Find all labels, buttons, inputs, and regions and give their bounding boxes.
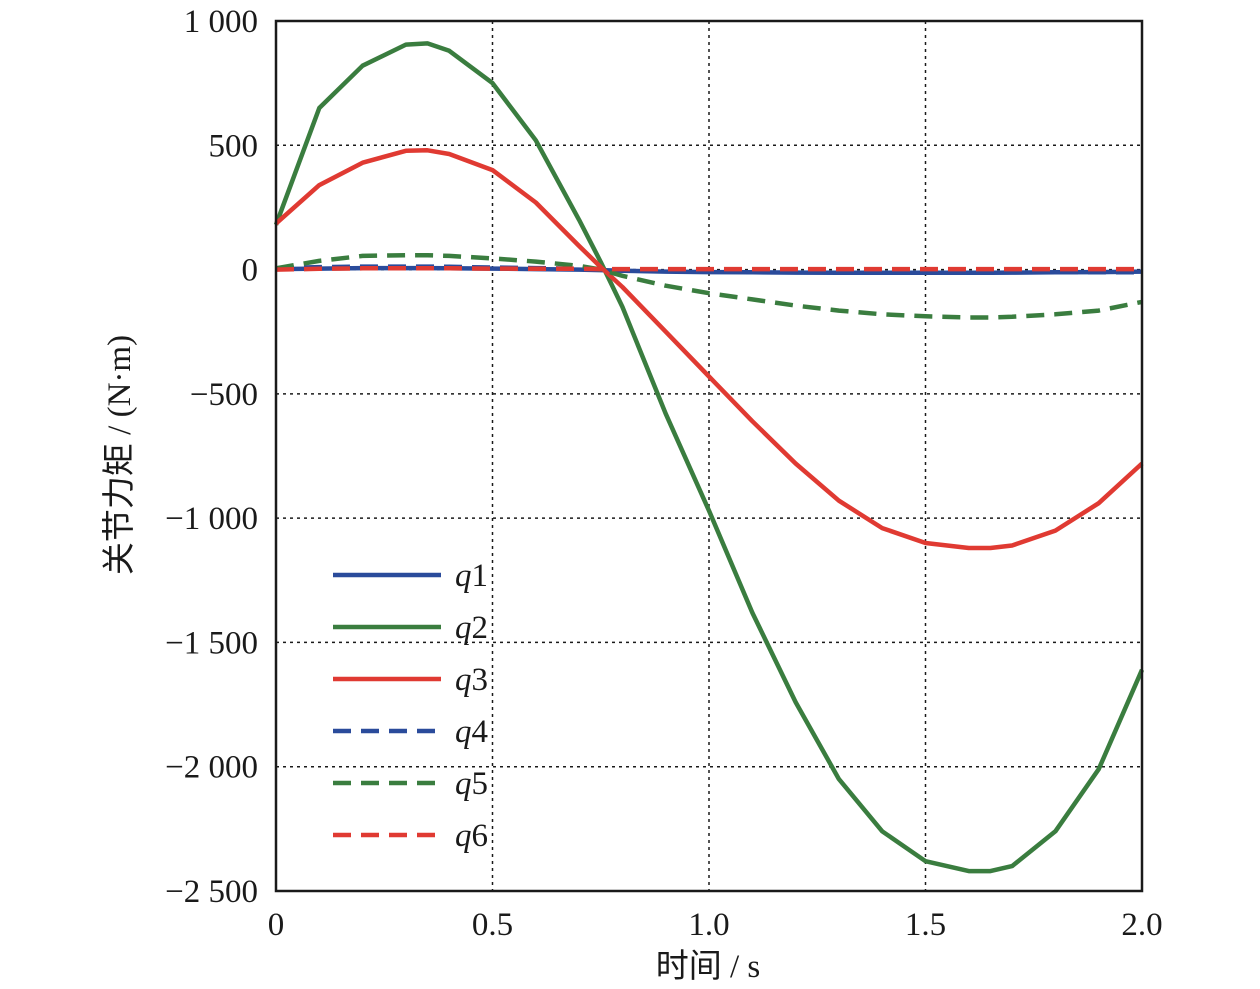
legend-label-q1: q1 — [455, 558, 488, 594]
y-tick-label: −500 — [190, 377, 258, 413]
grid — [276, 21, 1142, 891]
series-line-q3 — [274, 148, 1144, 551]
x-tick-label: 1.5 — [905, 907, 946, 943]
y-tick-label: 0 — [242, 253, 259, 289]
series-line-q5 — [275, 252, 1143, 320]
y-axis-ticks: 1 000 500 0 −500 −1 000 −1 500 −2 000 −2 500 — [165, 4, 258, 910]
legend-label-q3: q3 — [455, 662, 488, 698]
x-tick-label: 0 — [268, 907, 285, 943]
legend: q1 q2 q3 q4 q5 q6 — [333, 558, 488, 854]
series-lines — [273, 41, 1145, 874]
y-tick-label: −1 500 — [165, 625, 258, 661]
series-line-q2 — [273, 41, 1145, 874]
y-tick-label: 500 — [209, 128, 259, 164]
x-tick-label: 0.5 — [472, 907, 513, 943]
legend-label-q6: q6 — [455, 818, 488, 854]
legend-label-q4: q4 — [455, 714, 488, 750]
y-axis-label: 关节力矩 / (N·m) — [101, 335, 138, 575]
plot-frame — [274, 19, 1144, 893]
y-tick-label: 1 000 — [184, 4, 258, 40]
y-tick-label: −2 000 — [165, 750, 258, 786]
legend-label-q5: q5 — [455, 766, 488, 802]
x-axis-label: 时间 / s — [656, 949, 761, 985]
y-tick-label: −2 500 — [165, 874, 258, 910]
y-tick-label: −1 000 — [165, 501, 258, 537]
x-tick-label: 1.0 — [688, 907, 729, 943]
x-axis-ticks: 0 0.5 1.0 1.5 2.0 — [268, 907, 1163, 943]
legend-label-q2: q2 — [455, 610, 488, 646]
series-line-q6 — [275, 266, 1142, 272]
x-tick-label: 2.0 — [1121, 907, 1162, 943]
